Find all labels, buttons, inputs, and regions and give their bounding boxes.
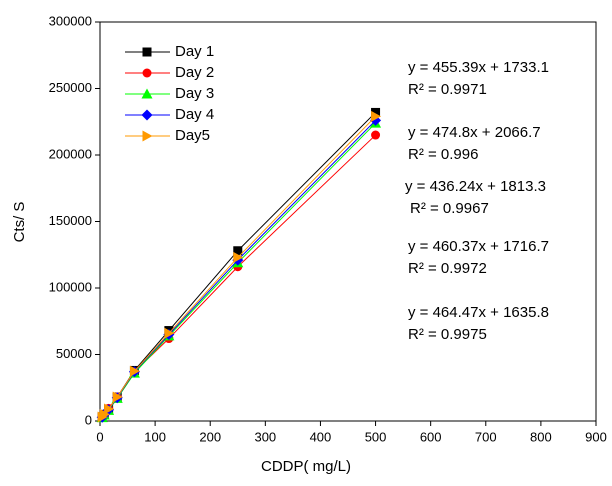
x-tick-label: 800 (530, 429, 552, 444)
marker (233, 251, 244, 263)
annotation: y = 474.8x + 2066.7 (408, 124, 541, 141)
annotation: y = 464.47x + 1635.8 (408, 304, 549, 321)
legend-marker (141, 109, 153, 121)
annotation: R² = 0.9972 (408, 260, 487, 277)
marker (233, 246, 243, 256)
annotation: y = 460.37x + 1716.7 (408, 238, 549, 255)
annotation: R² = 0.9975 (408, 326, 487, 343)
y-axis-label: Cts/ S (11, 202, 28, 243)
legend-marker (141, 88, 153, 99)
x-tick-label: 200 (199, 429, 221, 444)
y-tick-label: 200000 (49, 146, 92, 161)
marker (104, 403, 115, 415)
y-tick-label: 50000 (56, 346, 92, 361)
annotation: y = 436.24x + 1813.3 (405, 178, 546, 195)
x-tick-label: 400 (310, 429, 332, 444)
y-tick-label: 150000 (49, 213, 92, 228)
legend-marker (142, 130, 153, 142)
legend-marker (142, 47, 152, 57)
y-tick-label: 300000 (49, 13, 92, 28)
marker (371, 110, 382, 122)
legend-label: Day5 (175, 127, 210, 144)
x-tick-label: 700 (475, 429, 497, 444)
annotation: y = 455.39x + 1733.1 (408, 59, 549, 76)
legend-label: Day 3 (175, 85, 214, 102)
x-tick-label: 100 (144, 429, 166, 444)
annotation: R² = 0.9967 (410, 200, 489, 217)
legend-label: Day 4 (175, 106, 214, 123)
plot-frame (99, 21, 597, 422)
marker (371, 107, 381, 117)
x-tick-label: 500 (365, 429, 387, 444)
annotation: R² = 0.9971 (408, 81, 487, 98)
series-line (101, 134, 376, 418)
y-tick-label: 250000 (49, 80, 92, 95)
marker (371, 130, 381, 140)
y-tick-label: 100000 (49, 279, 92, 294)
y-tick-label: 0 (85, 412, 92, 427)
x-tick-label: 300 (254, 429, 276, 444)
marker (112, 391, 123, 403)
annotation: R² = 0.996 (408, 146, 478, 163)
x-tick-label: 0 (96, 429, 103, 444)
marker (164, 327, 175, 339)
x-axis-label: CDDP( mg/L) (261, 458, 351, 475)
x-tick-label: 600 (420, 429, 442, 444)
marker (129, 365, 140, 377)
marker (99, 408, 110, 420)
legend-label: Day 1 (175, 43, 214, 60)
x-tick-label: 900 (585, 429, 607, 444)
legend-label: Day 2 (175, 64, 214, 81)
legend-marker (142, 68, 152, 78)
